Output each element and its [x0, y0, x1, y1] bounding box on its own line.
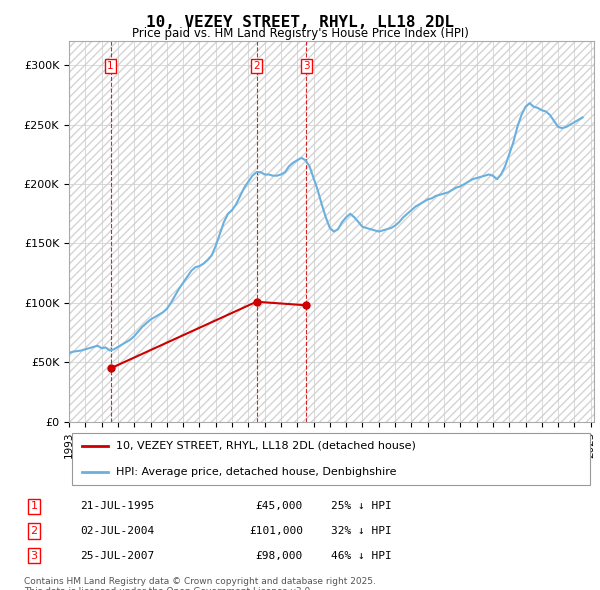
Text: 1: 1	[31, 502, 38, 512]
Text: HPI: Average price, detached house, Denbighshire: HPI: Average price, detached house, Denb…	[116, 467, 397, 477]
Text: Price paid vs. HM Land Registry's House Price Index (HPI): Price paid vs. HM Land Registry's House …	[131, 27, 469, 40]
Text: £45,000: £45,000	[256, 502, 303, 512]
Text: 46% ↓ HPI: 46% ↓ HPI	[331, 550, 392, 560]
Text: 3: 3	[303, 61, 310, 71]
Text: 25% ↓ HPI: 25% ↓ HPI	[331, 502, 392, 512]
FancyBboxPatch shape	[71, 433, 590, 485]
Text: £98,000: £98,000	[256, 550, 303, 560]
Text: 32% ↓ HPI: 32% ↓ HPI	[331, 526, 392, 536]
Text: 10, VEZEY STREET, RHYL, LL18 2DL (detached house): 10, VEZEY STREET, RHYL, LL18 2DL (detach…	[116, 441, 416, 451]
Text: 10, VEZEY STREET, RHYL, LL18 2DL: 10, VEZEY STREET, RHYL, LL18 2DL	[146, 15, 454, 30]
Text: 3: 3	[31, 550, 38, 560]
Text: Contains HM Land Registry data © Crown copyright and database right 2025.
This d: Contains HM Land Registry data © Crown c…	[24, 577, 376, 590]
Text: 02-JUL-2004: 02-JUL-2004	[80, 526, 154, 536]
Text: 2: 2	[31, 526, 38, 536]
Text: 1: 1	[107, 61, 114, 71]
Text: 2: 2	[253, 61, 260, 71]
Text: 21-JUL-1995: 21-JUL-1995	[80, 502, 154, 512]
Text: £101,000: £101,000	[249, 526, 303, 536]
Text: 25-JUL-2007: 25-JUL-2007	[80, 550, 154, 560]
